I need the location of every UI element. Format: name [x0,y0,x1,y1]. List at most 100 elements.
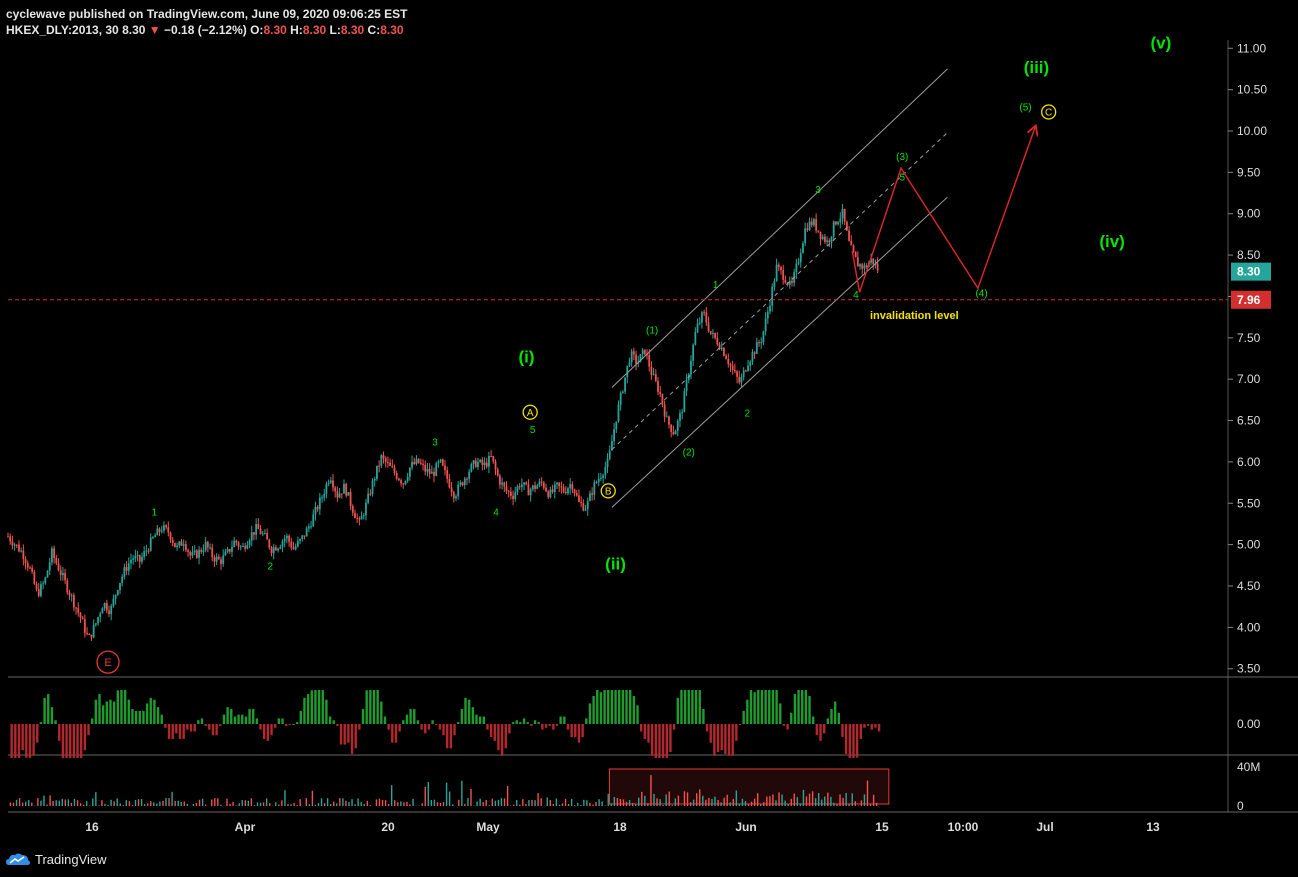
candle-body [545,487,547,492]
candle-body [819,231,822,239]
osc-bar [153,699,156,724]
osc-bar [683,690,687,724]
high-label: H: [290,23,303,37]
volume-bar [723,797,725,806]
osc-bar [409,709,412,724]
osc-bar [812,716,815,724]
candle-body [70,595,73,597]
osc-bar [804,690,808,724]
volume-bar [638,797,640,806]
osc-bar [32,724,35,756]
osc-bar [486,724,489,730]
candle-body [380,455,383,466]
candle-body [127,563,130,571]
price-tick-label: 5.00 [1237,538,1261,552]
candle-body [257,524,260,530]
osc-bar [123,690,127,724]
candle-body [483,462,486,466]
price-tick-label: 7.50 [1237,331,1261,345]
volume-bar [406,801,408,806]
candle-body [404,480,407,485]
candle-body [775,264,778,282]
osc-bar [160,714,163,724]
candle-body [859,264,861,267]
volume-bar [580,804,582,806]
volume-bar [153,802,155,806]
candle-body [621,391,624,393]
candle-body [20,550,23,552]
volume-bar [110,799,112,806]
candle-body [75,607,77,609]
candle-body [474,460,477,468]
candle-body [149,537,152,551]
candle-body [742,370,745,378]
candle-body [35,583,38,590]
osc-bar [742,710,745,724]
candle-body [46,570,49,578]
osc-bar [596,690,599,724]
candle-body [670,424,673,432]
candle-body [619,392,622,405]
candle-body [496,469,499,476]
candle-body [518,486,521,488]
osc-bar [581,724,584,738]
candle-body [696,323,699,333]
invalidation-label: invalidation level [870,310,959,322]
osc-bar [413,709,416,724]
volume-bar [9,802,12,806]
osc-bar [753,692,756,724]
candle-body [323,494,326,498]
candle-body [501,482,503,485]
time-tick-label: 15 [875,820,889,834]
wave-circle-yellow [1041,104,1057,120]
candle-body [650,366,653,375]
candle-body [834,221,837,225]
candle-body [641,349,644,355]
candle-body [709,331,712,334]
candle-body [668,416,670,425]
candle-body [303,535,306,537]
osc-bar [28,724,32,758]
osc-bar [39,722,43,724]
symbol-label[interactable]: HKEX_DLY:2013, 30 [6,23,119,37]
osc-bar [383,716,387,724]
volume-bar [711,798,713,806]
price-axis[interactable]: 11.0010.5010.009.509.008.508.007.507.006… [1228,41,1267,676]
volume-bar [250,798,253,806]
candle-body [406,476,409,481]
candle-body [848,230,850,241]
candle-body [791,280,793,283]
osc-bar [592,695,595,724]
candle-body [411,461,413,468]
candle-body [228,549,231,552]
candle-body [99,613,102,618]
osc-bar [361,709,365,724]
osc-bar [870,724,873,730]
osc-bar [541,724,544,730]
time-tick-label: 20 [381,820,395,834]
price-tick-label: 10.50 [1237,83,1267,97]
footer-brand[interactable]: TradingView [6,848,107,870]
volume-bar [384,800,387,806]
osc-bar [17,724,21,758]
volume-bar [101,800,103,806]
volume-pane: 40M 0 [9,760,1260,813]
osc-bar [738,724,742,725]
time-axis[interactable]: 16 Apr 20 May 18 Jun 15 10:00 Jul 13 [85,820,1160,834]
candle-body [589,493,591,501]
candle-body [180,541,183,546]
osc-bar [226,707,229,724]
candle-body [872,258,875,265]
candle-body [92,624,95,638]
candle-body [865,265,868,267]
candle-body [832,221,835,237]
candle-body [729,364,732,366]
volume-bar [729,802,731,806]
volume-bar [342,798,344,806]
volume-bar [308,804,311,806]
volume-bar [491,798,494,806]
volume-bar [592,804,594,806]
osc-bar [526,722,529,724]
projection-path [851,127,1035,293]
